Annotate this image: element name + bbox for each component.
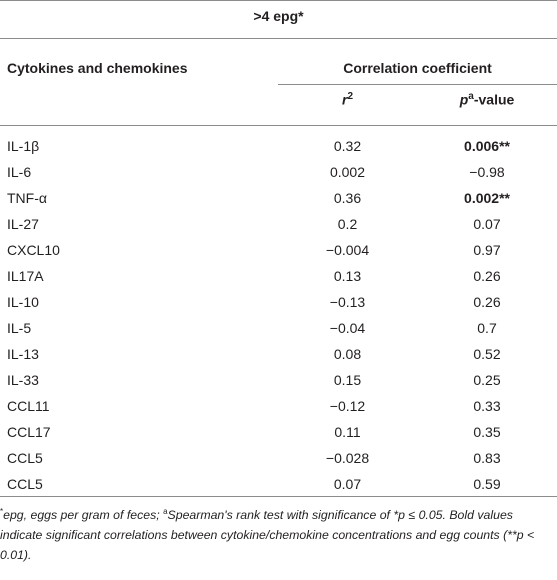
cell-cytokine-name: IL-13 (7, 346, 39, 362)
cell-cytokine-name: IL-6 (7, 164, 32, 180)
cell-r2: −0.13 (329, 294, 366, 310)
table-row: CCL11 −0.12 0.33 (0, 398, 557, 424)
cell-p-value: 0.97 (473, 242, 501, 258)
cell-cytokine-name: CXCL10 (7, 242, 60, 258)
cell-p-value: 0.006** (464, 138, 510, 154)
table-row: IL-1β 0.32 0.006** (0, 138, 557, 164)
header-bottom-rule (0, 125, 557, 126)
subheader-r-base: r (341, 91, 348, 108)
correlation-underline (278, 84, 557, 85)
cell-cytokine-name: IL-10 (7, 294, 39, 310)
cell-p-value: 0.7 (477, 320, 497, 336)
bottom-rule (0, 496, 557, 497)
subheader-r-sup: 2 (347, 91, 353, 102)
table-row: CCL5 0.07 0.59 (0, 476, 557, 502)
footnote-part1: epg, eggs per gram of feces; (3, 508, 164, 523)
cell-p-value: 0.33 (473, 398, 501, 414)
table-row: IL-10 −0.13 0.26 (0, 294, 557, 320)
cell-p-value: 0.002** (464, 190, 510, 206)
table-row: IL-27 0.2 0.07 (0, 216, 557, 242)
table-row: TNF-α 0.36 0.002** (0, 190, 557, 216)
cell-r2: 0.08 (333, 346, 362, 362)
cell-cytokine-name: IL-5 (7, 320, 32, 336)
cell-r2: 0.002 (329, 164, 366, 180)
cell-cytokine-name: CCL17 (7, 424, 51, 440)
table-row: IL-5 −0.04 0.7 (0, 320, 557, 346)
cell-r2: −0.028 (325, 450, 370, 466)
subheader-p-sup: a (468, 91, 474, 102)
top-rule (0, 0, 557, 1)
cell-r2: 0.2 (337, 216, 358, 232)
cell-r2: 0.15 (333, 372, 362, 388)
cell-p-value: −0.98 (469, 164, 505, 180)
table-row: IL17A 0.13 0.26 (0, 268, 557, 294)
cell-cytokine-name: IL-27 (7, 216, 39, 232)
cell-r2: 0.11 (334, 424, 361, 440)
cell-r2: −0.004 (325, 242, 370, 258)
cell-r2: 0.32 (333, 138, 362, 154)
cell-p-value: 0.26 (473, 268, 501, 284)
column-header-correlation: Correlation coefficient (343, 60, 492, 76)
subheader-p-value: pa-value (417, 91, 557, 108)
table-row: IL-33 0.15 0.25 (0, 372, 557, 398)
cell-p-value: 0.25 (473, 372, 501, 388)
cell-cytokine-name: IL-1β (7, 138, 40, 154)
cell-cytokine-name: TNF-α (7, 190, 47, 206)
cell-p-value: 0.07 (473, 216, 501, 232)
column-header-cytokines: Cytokines and chemokines (7, 60, 188, 76)
cell-cytokine-name: IL-33 (7, 372, 39, 388)
table-row: CXCL10 −0.004 0.97 (0, 242, 557, 268)
table-row: IL-6 0.002 −0.98 (0, 164, 557, 190)
cell-r2: 0.07 (333, 476, 362, 492)
table-row: CCL17 0.11 0.35 (0, 424, 557, 450)
table-row: IL-13 0.08 0.52 (0, 346, 557, 372)
cell-p-value: 0.59 (473, 476, 501, 492)
cell-cytokine-name: CCL5 (7, 450, 43, 466)
subheader-p-suffix: -value (473, 91, 515, 108)
subheader-p-base: p (459, 91, 469, 108)
cell-p-value: 0.52 (473, 346, 501, 362)
cell-r2: −0.12 (329, 398, 366, 414)
cell-r2: −0.04 (329, 320, 366, 336)
footnote-star: * (0, 507, 4, 516)
cell-cytokine-name: CCL11 (7, 398, 50, 414)
subheader-r2: r2 (278, 91, 417, 108)
table-row: CCL5 −0.028 0.83 (0, 450, 557, 476)
table-footnote: *epg, eggs per gram of feces; aSpearman'… (0, 502, 557, 565)
cell-p-value: 0.83 (473, 450, 501, 466)
cell-cytokine-name: IL17A (7, 268, 44, 284)
group-header: >4 epg* (253, 8, 304, 24)
footnote-part2: Spearman's rank test with significance o… (0, 508, 535, 563)
cell-cytokine-name: CCL5 (7, 476, 43, 492)
cell-r2: 0.36 (333, 190, 362, 206)
group-header-rule (0, 38, 557, 39)
cell-p-value: 0.26 (473, 294, 501, 310)
cell-r2: 0.13 (333, 268, 362, 284)
cell-p-value: 0.35 (473, 424, 501, 440)
footnote-a-sup: a (163, 507, 168, 516)
